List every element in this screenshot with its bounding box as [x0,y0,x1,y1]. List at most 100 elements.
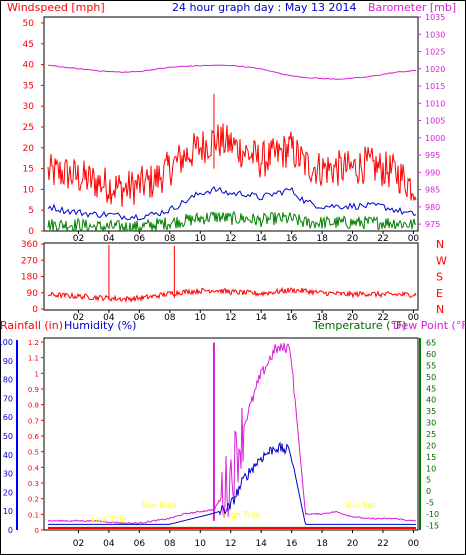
x-tick-label: 16 [286,234,298,244]
humidity-y-tick-label: 80 [3,376,13,385]
temperature-axis-label: Temperature (°F) [312,319,407,332]
baro-y-tick-label: 990 [425,168,440,177]
rain-y-tick-label: 0.6 [28,433,40,441]
dew-point-axis-label: Dew Point (°F) [393,319,466,332]
baro-y-tick-label: 995 [425,151,440,160]
humidity-y-tick-label: 100 [0,338,13,347]
x-tick-label: 22 [377,234,388,244]
x-tick-label: 06 [134,313,146,323]
x-tick-label: 10 [195,539,207,549]
temp-y-tick-label: 0 [426,487,431,496]
baro-y-tick-label: 1015 [425,82,445,91]
x-tick-label: 10 [195,234,207,244]
baro-y-tick-label: 985 [425,186,440,195]
temp-y-tick-label: 5 [426,476,431,485]
compass-label: S [436,271,443,284]
temp-y-tick-label: 60 [426,350,436,359]
wind-y-tick-label: 5 [28,206,34,216]
wind-y-tick-label: 25 [23,123,34,133]
baro-y-tick-label: 1020 [425,65,445,74]
humidity-y-tick-label: 20 [3,488,13,497]
baro-y-tick-label: 1000 [425,134,445,143]
humidity-y-tick-label: 50 [3,432,13,441]
baro-y-tick-label: 980 [425,203,440,212]
dir-y-tick-label: 90 [27,289,39,299]
x-tick-label: 06 [134,539,146,549]
dir-y-tick-label: 270 [21,256,38,266]
wind-y-tick-label: 20 [23,144,35,154]
baro-y-tick-label: 975 [425,220,440,229]
temp-y-tick-label: 35 [426,407,436,416]
humidity-y-tick-label: 10 [3,507,13,516]
baro-y-tick-label: 1030 [425,30,445,39]
x-tick-label: 18 [316,539,328,549]
annotation-high-tide: High Tide [222,510,260,519]
wind-y-tick-label: 45 [23,40,34,50]
x-tick-label: 20 [347,234,359,244]
humidity-y-tick-label: 30 [3,470,13,479]
dew-point-line [47,342,417,525]
humidity-y-tick-label: 60 [3,413,13,422]
wind-y-tick-label: 0 [28,227,34,237]
rain-y-tick-label: 0 [35,527,39,535]
temp-y-tick-label: 20 [426,441,436,450]
annotation-low-tide: Low Tide [91,515,126,524]
x-tick-label: 00 [408,234,420,244]
rain-y-tick-label: 0.5 [28,449,39,457]
wind-avg-line [47,186,417,221]
humidity-y-tick-label: 70 [3,394,13,403]
x-tick-label: 16 [286,539,298,549]
temp-y-tick-label: 65 [426,339,436,348]
x-tick-label: 08 [164,234,176,244]
compass-label: N [436,238,444,251]
wind-y-tick-label: 35 [23,81,34,91]
x-tick-label: 22 [377,539,388,549]
temp-y-tick-label: 55 [426,361,436,370]
x-tick-label: 12 [225,234,236,244]
x-tick-label: 04 [103,539,115,549]
windspeed-axis-label: Windspeed [mph] [7,1,105,14]
humidity-y-tick-label: 0 [8,526,13,535]
dir-y-tick-label: 360 [21,240,38,250]
panel-frame-2 [43,242,419,311]
temp-y-tick-label: -15 [426,521,439,530]
rain-y-tick-label: 0.7 [28,417,39,425]
compass-label: E [436,287,443,300]
rain-y-tick-label: 1.2 [28,339,39,347]
graph-title: 24 hour graph day : May 13 2014 [172,1,357,14]
rain-y-tick-label: 0.1 [28,511,39,519]
baro-y-tick-label: 1010 [425,99,445,108]
temp-y-tick-label: -5 [426,499,434,508]
humidity-line [48,441,416,525]
x-tick-label: 02 [73,313,84,323]
x-tick-label: 22 [377,313,388,323]
x-tick-label: 08 [164,313,176,323]
rain-y-tick-label: 0.9 [28,386,39,394]
x-tick-label: 00 [408,313,420,323]
panel-frame-3 [43,337,419,531]
temp-y-tick-label: -10 [426,510,439,519]
rain-y-tick-label: 0.3 [28,480,39,488]
x-tick-label: 06 [134,234,146,244]
rain-y-tick-label: 1 [35,370,39,378]
x-tick-label: 04 [103,234,115,244]
temp-y-tick-label: 10 [426,464,436,473]
wind-y-tick-label: 30 [23,102,35,112]
humidity-axis-label: Humidity (%) [64,319,136,332]
wind-y-tick-label: 40 [23,61,35,71]
rain-y-tick-label: 1.1 [28,355,39,363]
temp-y-tick-label: 45 [426,384,436,393]
humidity-y-tick-label: 40 [3,451,13,460]
x-tick-label: 08 [164,539,176,549]
wind-y-tick-label: 50 [23,19,35,29]
wind-max-line [47,123,417,207]
x-tick-label: 16 [286,313,298,323]
x-tick-label: 10 [195,313,207,323]
baro-y-tick-label: 1025 [425,48,445,57]
annotation-sun-set: Sun Set [345,501,376,510]
x-tick-label: 12 [225,313,236,323]
annotation-sun-rise: Sun Rise [142,501,177,510]
temp-y-tick-label: 15 [426,453,436,462]
x-tick-label: 04 [103,313,115,323]
